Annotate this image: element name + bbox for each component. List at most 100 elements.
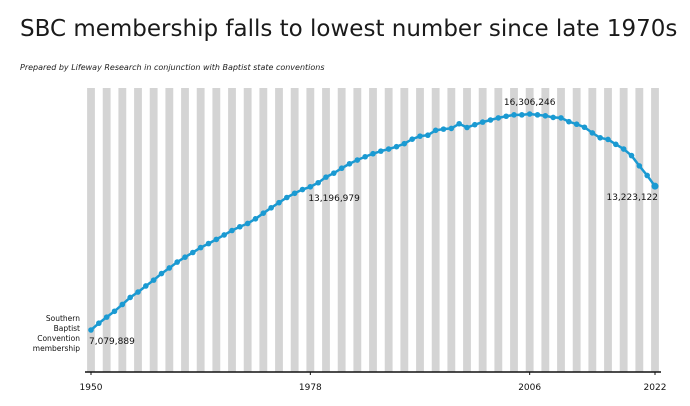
point <box>487 117 494 123</box>
point <box>252 215 259 222</box>
value-label: 13,196,979 <box>308 194 360 204</box>
stripe <box>510 88 518 372</box>
point <box>143 283 149 289</box>
stripe <box>572 88 581 372</box>
point <box>589 130 596 136</box>
point <box>221 232 227 238</box>
point <box>244 220 251 227</box>
point <box>503 113 509 120</box>
point <box>644 172 650 179</box>
point <box>260 210 267 216</box>
point <box>237 223 243 230</box>
stripe <box>400 88 409 372</box>
point <box>511 112 517 118</box>
stripe <box>416 88 424 372</box>
stripe <box>541 88 550 372</box>
x-tick-label: 2022 <box>644 383 667 393</box>
point <box>96 320 102 327</box>
point <box>581 124 588 131</box>
stripe <box>322 88 330 372</box>
point <box>197 244 204 251</box>
point <box>362 153 368 160</box>
point <box>495 115 502 121</box>
point <box>519 112 525 118</box>
stripe <box>118 88 127 372</box>
stripe <box>212 88 221 372</box>
point <box>268 204 274 211</box>
point <box>448 125 455 132</box>
point <box>456 120 462 127</box>
point <box>628 152 635 159</box>
point <box>315 179 321 186</box>
point <box>111 308 118 315</box>
point <box>605 136 611 143</box>
series-name: Southern Baptist Convention membership <box>32 314 80 353</box>
plot: 1950 1978 2006 2022 7,079,889 13,196,979 16,30… <box>80 98 667 393</box>
point <box>440 126 447 132</box>
point <box>127 294 133 301</box>
point <box>307 183 314 190</box>
point <box>299 186 306 193</box>
point <box>526 111 533 117</box>
x-tick-label: 2006 <box>518 383 541 393</box>
point <box>636 163 643 169</box>
stripe <box>557 88 565 372</box>
stripe <box>525 88 534 372</box>
point <box>370 150 376 157</box>
point <box>417 133 423 139</box>
point <box>393 143 400 150</box>
point <box>479 119 486 125</box>
point <box>338 165 345 172</box>
stripe <box>384 88 393 372</box>
stripe <box>635 88 644 372</box>
point <box>346 160 353 167</box>
stripe <box>494 88 503 372</box>
stripe <box>259 88 268 372</box>
x-tick-label: 1978 <box>299 383 322 393</box>
point <box>190 249 196 256</box>
stripe <box>134 88 142 372</box>
point <box>464 124 470 131</box>
stripe <box>651 88 659 372</box>
point <box>135 289 141 295</box>
point <box>291 190 298 197</box>
stripe <box>478 88 487 372</box>
point <box>534 112 541 118</box>
point <box>620 146 627 152</box>
point <box>472 121 478 128</box>
stripe <box>102 88 111 372</box>
point <box>276 199 282 206</box>
point <box>174 259 180 265</box>
point <box>323 174 329 180</box>
point <box>613 141 619 148</box>
point <box>354 157 361 163</box>
stripe <box>619 88 628 372</box>
point <box>284 194 290 201</box>
point <box>378 148 384 154</box>
point <box>213 236 220 243</box>
point <box>205 240 212 247</box>
point <box>651 182 659 190</box>
point <box>542 112 549 119</box>
point <box>401 140 408 147</box>
point <box>425 132 431 139</box>
x-tick-label: 1950 <box>80 383 103 393</box>
value-label: 7,079,889 <box>89 337 135 347</box>
stripe <box>181 88 189 372</box>
point <box>182 254 188 260</box>
value-label: 13,223,122 <box>606 193 658 203</box>
point <box>597 134 603 141</box>
stripe <box>463 88 471 372</box>
point <box>331 170 337 176</box>
point <box>88 327 94 333</box>
point <box>558 115 564 121</box>
point <box>119 301 126 308</box>
point <box>550 114 556 121</box>
stripe <box>196 88 205 372</box>
stripe <box>275 88 283 372</box>
point <box>103 314 110 320</box>
stripe <box>447 88 456 372</box>
stripe <box>243 88 252 372</box>
